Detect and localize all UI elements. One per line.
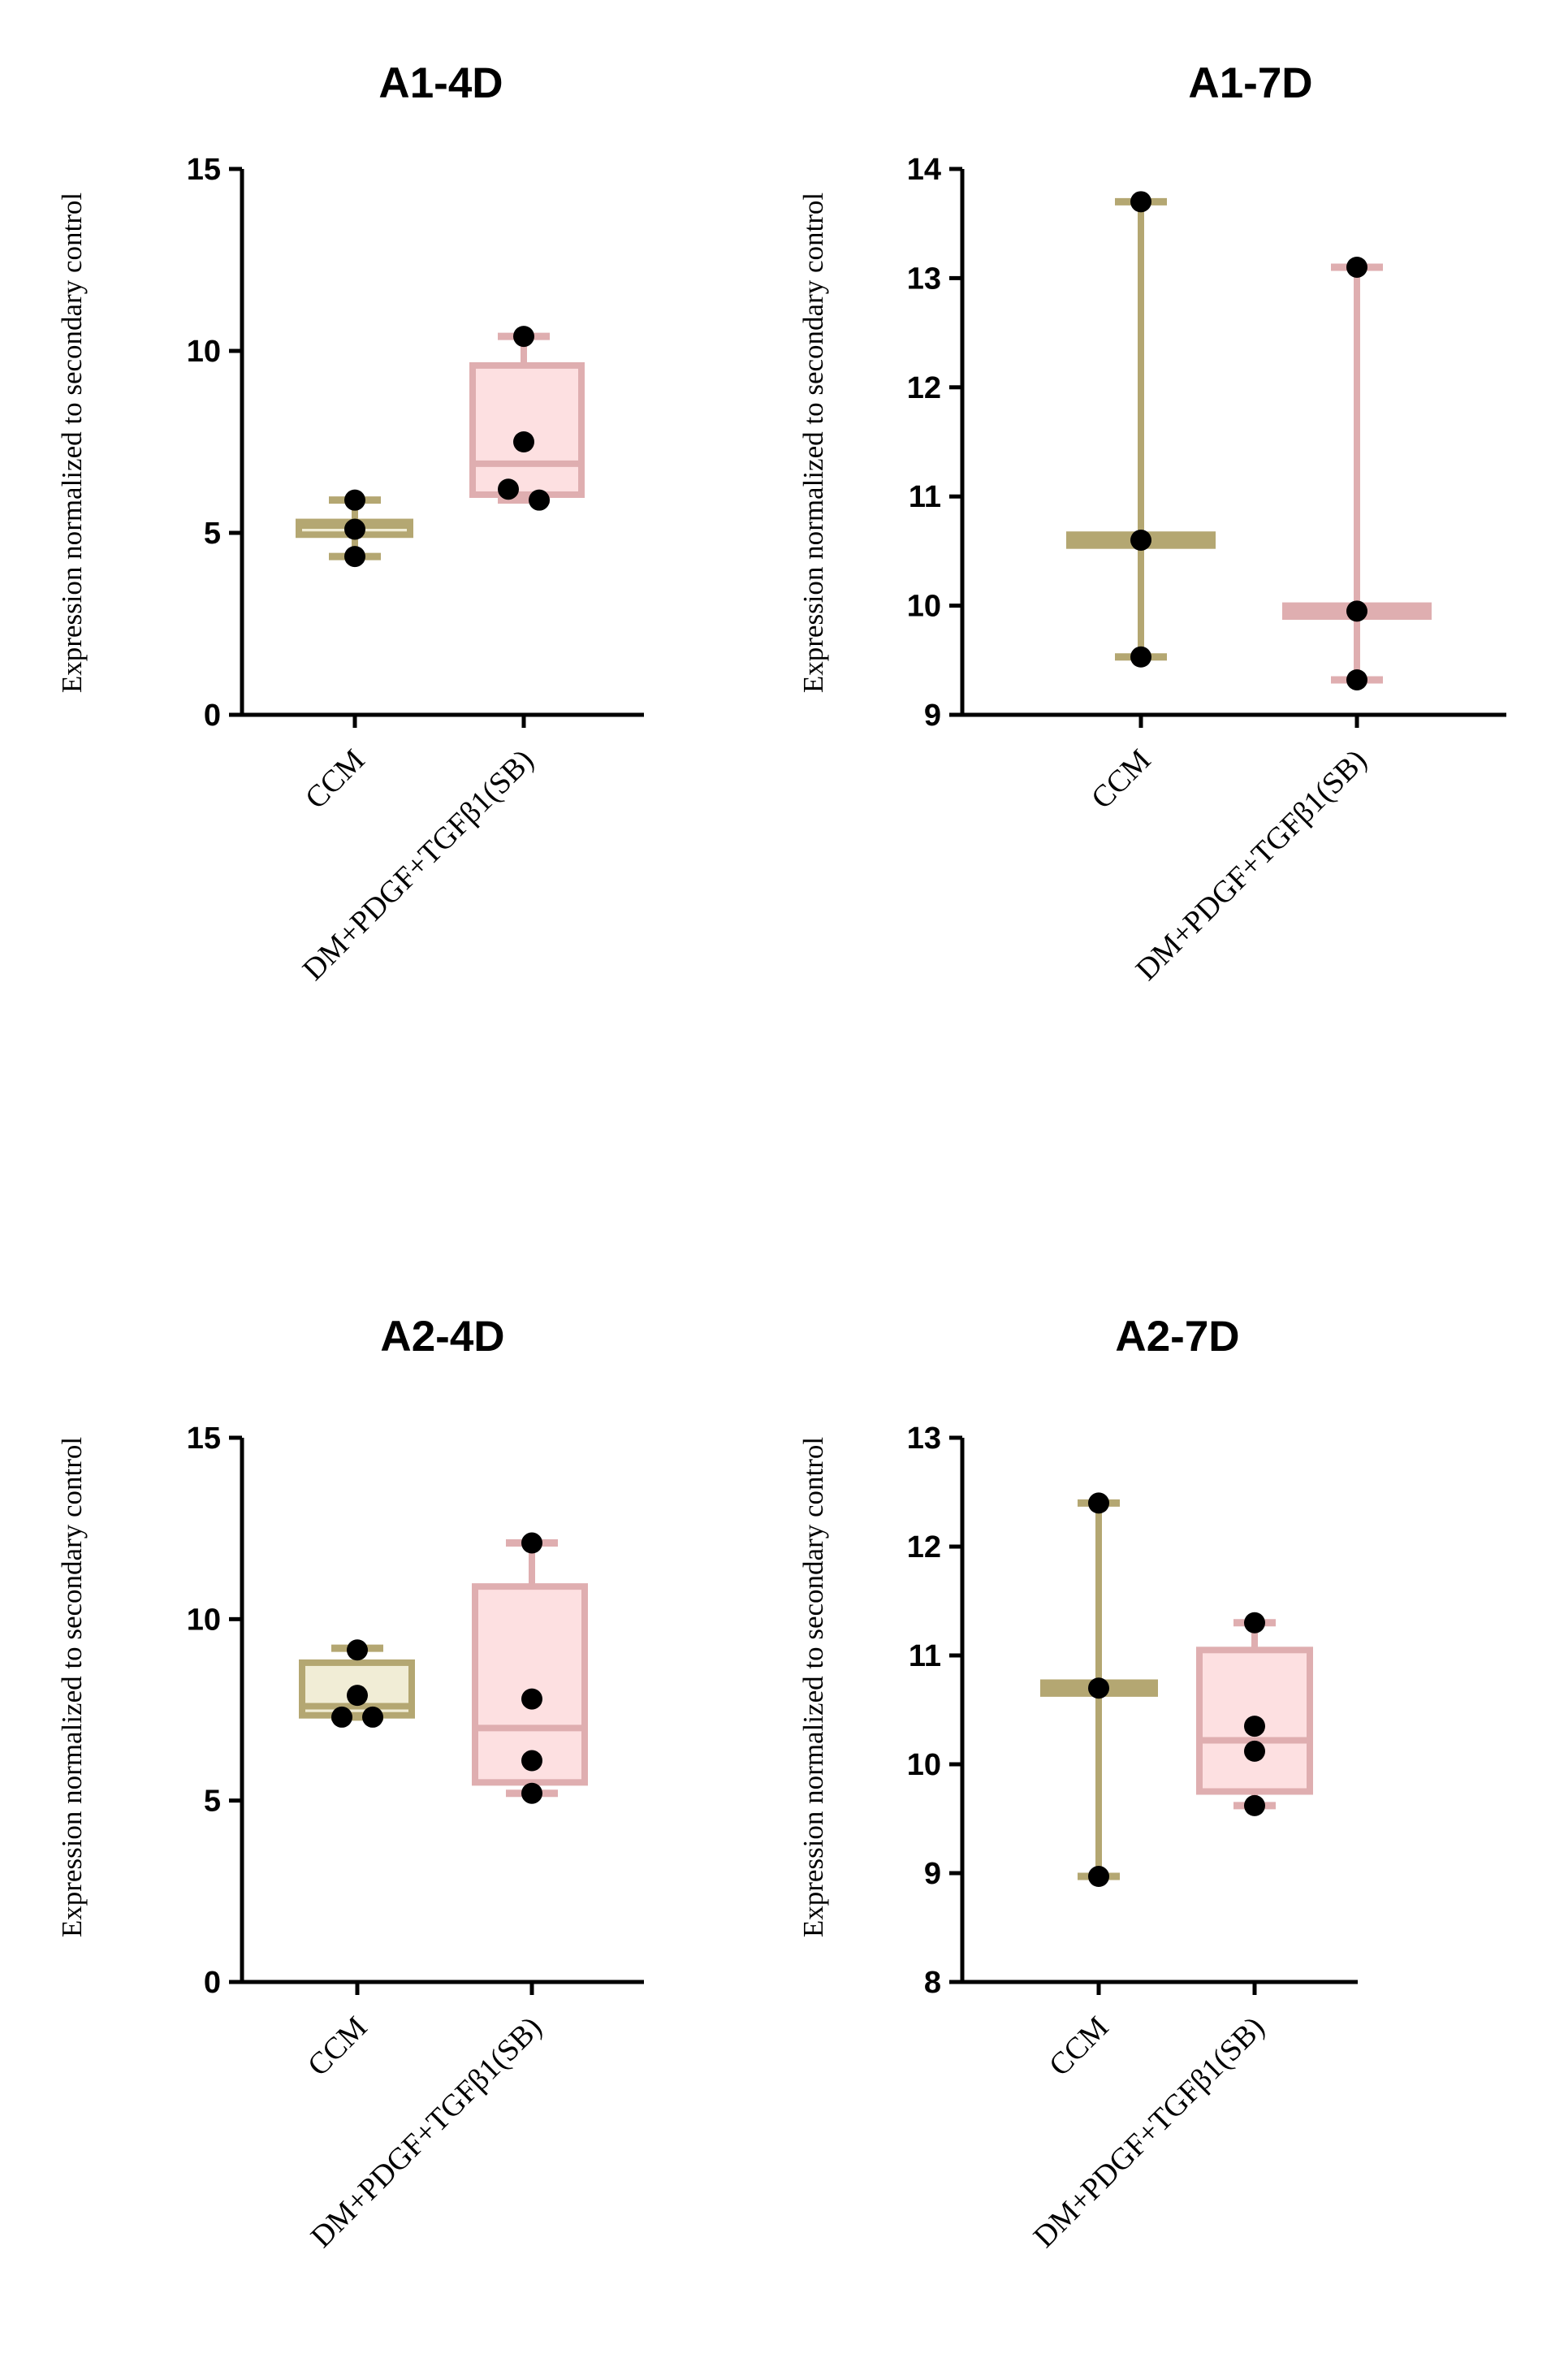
- x-category-label: CCM: [301, 2010, 374, 2083]
- chart-a1-4d: A1-4D Expression normalized to secondary…: [56, 59, 644, 987]
- data-point: [347, 1685, 368, 1707]
- data-point: [362, 1706, 383, 1728]
- y-tick-label: 5: [204, 517, 221, 551]
- chart-panel-a2-7d: A2-7D Expression normalized to secondary…: [776, 1190, 1551, 2380]
- data-point: [513, 326, 534, 348]
- y-tick-label: 10: [187, 335, 221, 369]
- box-iqr: [469, 361, 585, 498]
- chart-title: A1-4D: [378, 59, 503, 107]
- y-tick-label: 0: [204, 699, 221, 733]
- data-point: [1088, 1677, 1109, 1699]
- data-point: [344, 489, 365, 511]
- y-tick-label: 10: [187, 1603, 221, 1637]
- data-point: [513, 431, 534, 452]
- data-point: [1244, 1794, 1265, 1816]
- data-point: [1130, 529, 1151, 551]
- y-tick-label: 9: [924, 699, 941, 733]
- data-point: [1346, 600, 1367, 622]
- x-category-label: DM+PDGF+TGFβ1(SB): [1130, 743, 1374, 988]
- y-tick-label: 11: [909, 480, 941, 514]
- chart-a2-4d: A2-4D Expression normalized to secondary…: [56, 1313, 644, 2254]
- chart-title: A1-7D: [1188, 59, 1312, 107]
- chart-panel-a1-4d: A1-4D Expression normalized to secondary…: [0, 0, 776, 1190]
- y-tick-label: 15: [187, 153, 221, 187]
- y-tick-label: 12: [907, 1530, 941, 1564]
- y-tick-label: 10: [907, 1748, 941, 1782]
- y-tick-label: 0: [204, 1966, 221, 2000]
- data-point: [1244, 1740, 1265, 1762]
- y-axis-label: Expression normalized to secondary contr…: [56, 193, 88, 693]
- data-point: [1244, 1716, 1265, 1737]
- x-category-label: CCM: [299, 743, 371, 816]
- data-point: [521, 1688, 542, 1710]
- x-category-label: CCM: [1043, 2010, 1115, 2083]
- y-tick-label: 5: [204, 1785, 221, 1819]
- y-tick-label: 14: [907, 153, 941, 187]
- data-point: [529, 489, 550, 511]
- data-point: [1088, 1492, 1109, 1514]
- data-point: [347, 1639, 368, 1661]
- data-point: [344, 546, 365, 568]
- data-point: [1088, 1866, 1109, 1888]
- y-tick-label: 15: [187, 1422, 221, 1456]
- data-point: [521, 1782, 542, 1804]
- chart-panel-a1-7d: A1-7D Expression normalized to secondary…: [776, 0, 1551, 1190]
- chart-panel-a2-4d: A2-4D Expression normalized to secondary…: [0, 1190, 776, 2380]
- y-tick-label: 11: [909, 1639, 941, 1673]
- data-point: [1244, 1612, 1265, 1634]
- data-point: [498, 478, 519, 500]
- y-axis-label: Expression normalized to secondary contr…: [797, 1437, 829, 1937]
- data-point: [521, 1750, 542, 1772]
- chart-a2-7d: A2-7D Expression normalized to secondary…: [797, 1313, 1358, 2254]
- y-tick-label: 8: [924, 1966, 941, 2000]
- y-tick-label: 12: [907, 371, 941, 405]
- y-tick-label: 9: [924, 1857, 941, 1891]
- y-axis-label: Expression normalized to secondary contr…: [797, 193, 829, 693]
- y-axis-label: Expression normalized to secondary contr…: [56, 1437, 88, 1937]
- chart-a1-7d: A1-7D Expression normalized to secondary…: [797, 59, 1506, 988]
- data-point: [521, 1532, 542, 1554]
- data-point: [1130, 646, 1151, 668]
- box-iqr: [472, 1583, 588, 1786]
- data-point: [1130, 191, 1151, 213]
- y-tick-label: 13: [907, 1422, 941, 1456]
- chart-title: A2-7D: [1115, 1313, 1239, 1361]
- y-tick-label: 13: [907, 262, 941, 296]
- data-point: [1346, 669, 1367, 690]
- chart-title: A2-4D: [380, 1313, 504, 1361]
- x-category-label: CCM: [1085, 743, 1157, 816]
- y-tick-label: 10: [907, 590, 941, 624]
- data-point: [344, 518, 365, 540]
- data-point: [331, 1706, 352, 1728]
- data-point: [1346, 256, 1367, 278]
